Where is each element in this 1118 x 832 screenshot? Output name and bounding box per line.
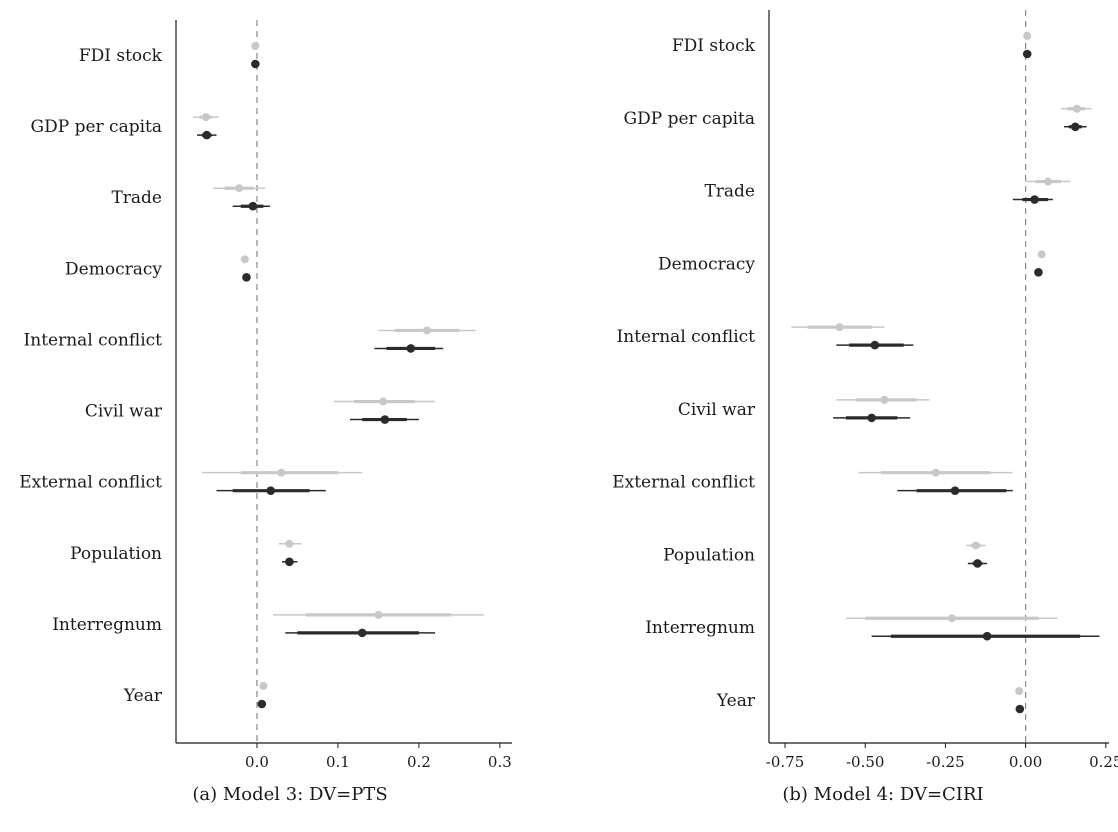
- point-estimate: [251, 42, 260, 50]
- point-estimate: [947, 614, 956, 623]
- category-label: FDI stock: [672, 36, 756, 56]
- point-estimate: [202, 130, 212, 140]
- category-label: Interregnum: [645, 618, 755, 638]
- category-label: Population: [70, 544, 162, 564]
- category-label: Interregnum: [52, 615, 162, 635]
- x-tick-label: 0.0: [245, 753, 269, 771]
- point-estimate: [380, 415, 390, 424]
- panel-caption: (a) Model 3: DV=PTS: [192, 784, 387, 805]
- point-estimate: [1015, 687, 1024, 695]
- point-estimate: [1034, 268, 1043, 277]
- point-estimate: [1071, 122, 1080, 132]
- point-estimate: [201, 113, 210, 122]
- point-estimate: [251, 59, 260, 69]
- point-estimate: [971, 541, 980, 550]
- point-estimate: [950, 486, 960, 495]
- point-estimate: [285, 539, 294, 548]
- point-estimate: [835, 323, 844, 332]
- category-label: Year: [716, 691, 756, 711]
- panel-caption: (b) Model 4: DV=CIRI: [782, 784, 983, 805]
- panel-1: 0.0 0.1 0.2 0.3 FDI stock GDP per capita Trade…: [19, 20, 512, 805]
- point-estimate: [1037, 250, 1046, 259]
- category-label: Internal conflict: [24, 330, 163, 350]
- x-tick-label: 0.1: [326, 753, 350, 771]
- category-label: Population: [663, 545, 755, 565]
- point-estimate: [973, 559, 982, 568]
- point-estimate: [1023, 32, 1032, 40]
- point-estimate: [880, 395, 889, 404]
- category-label: FDI stock: [79, 46, 163, 66]
- category-label: Civil war: [85, 402, 163, 422]
- point-estimate: [406, 344, 416, 353]
- point-estimate: [379, 397, 388, 406]
- point-estimate: [422, 326, 431, 335]
- point-estimate: [870, 340, 880, 350]
- category-label: Trade: [704, 182, 755, 202]
- panel-2: -0.75 -0.50 -0.25 0.00 0.25 FDI stock GDP per …: [612, 10, 1118, 805]
- point-estimate: [1030, 195, 1039, 204]
- category-label: External conflict: [612, 473, 755, 493]
- category-label: Trade: [111, 188, 162, 208]
- point-estimate: [266, 486, 276, 495]
- category-label: Civil war: [678, 400, 756, 420]
- category-label: Year: [123, 686, 163, 706]
- point-estimate: [1015, 704, 1025, 714]
- point-estimate: [242, 273, 251, 282]
- category-label: Internal conflict: [617, 327, 756, 347]
- category-label: External conflict: [19, 473, 162, 493]
- x-tick-label: 0.2: [407, 753, 431, 771]
- point-estimate: [1072, 104, 1081, 113]
- point-estimate: [277, 468, 286, 477]
- point-estimate: [931, 468, 940, 477]
- point-estimate: [357, 628, 367, 638]
- x-tick-label: 0.00: [1009, 753, 1042, 771]
- point-estimate: [1044, 177, 1053, 186]
- point-estimate: [248, 201, 258, 211]
- point-estimate: [1022, 49, 1032, 59]
- x-tick-label: -0.25: [926, 753, 964, 771]
- category-label: GDP per capita: [31, 117, 162, 137]
- point-estimate: [867, 413, 876, 423]
- category-label: Democracy: [658, 254, 755, 274]
- category-label: Democracy: [65, 259, 162, 279]
- x-tick-label: 0.25: [1089, 753, 1118, 771]
- point-estimate: [374, 610, 383, 619]
- point-estimate: [240, 255, 249, 264]
- x-tick-label: 0.3: [488, 753, 512, 771]
- category-label: GDP per capita: [624, 109, 755, 129]
- point-estimate: [235, 184, 244, 193]
- point-estimate: [257, 699, 267, 709]
- point-estimate: [982, 631, 992, 641]
- point-estimate: [259, 682, 268, 690]
- x-tick-label: -0.75: [766, 753, 804, 771]
- x-tick-label: -0.50: [846, 753, 884, 771]
- point-estimate: [285, 557, 294, 567]
